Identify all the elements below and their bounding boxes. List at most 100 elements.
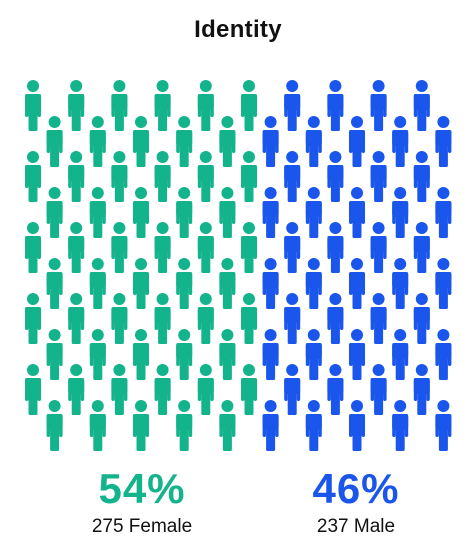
female-percent: 54% xyxy=(98,465,186,512)
person-icon xyxy=(46,116,63,167)
person-icon xyxy=(284,151,301,202)
person-icon xyxy=(392,258,409,309)
person-icon xyxy=(89,329,106,380)
person-icon xyxy=(154,293,171,344)
male-summary: 46% 237 Male xyxy=(256,468,456,538)
person-icon xyxy=(197,293,214,344)
person-icon xyxy=(349,258,365,309)
person-icon xyxy=(89,187,106,238)
person-icon xyxy=(327,293,344,344)
person-icon xyxy=(133,400,149,451)
person-icon xyxy=(133,329,149,380)
person-icon xyxy=(413,151,430,202)
person-icon xyxy=(305,116,322,167)
person-icon xyxy=(305,258,322,309)
person-icon xyxy=(154,222,171,273)
person-icon xyxy=(46,400,63,451)
person-icon xyxy=(111,80,128,131)
person-icon xyxy=(176,329,193,380)
person-icon xyxy=(435,187,452,238)
person-icon xyxy=(349,329,365,380)
person-icon xyxy=(219,187,236,238)
person-icon xyxy=(25,222,41,273)
person-icon xyxy=(370,364,387,415)
person-icon xyxy=(89,400,106,451)
person-icon xyxy=(68,80,85,131)
person-icon xyxy=(435,258,452,309)
person-icon xyxy=(305,187,322,238)
person-icon xyxy=(89,258,106,309)
person-icon xyxy=(241,364,257,415)
chart-title: Identity xyxy=(194,16,282,43)
person-icon xyxy=(176,187,193,238)
person-icon xyxy=(219,116,236,167)
person-icon xyxy=(305,400,322,451)
person-icon xyxy=(413,80,430,131)
person-icon xyxy=(241,151,257,202)
person-icon xyxy=(435,329,452,380)
person-icon xyxy=(111,151,128,202)
person-icon xyxy=(327,222,344,273)
person-icon xyxy=(305,329,322,380)
person-icon xyxy=(262,329,279,380)
person-icon xyxy=(284,364,301,415)
person-icon xyxy=(176,400,193,451)
person-icon xyxy=(241,222,257,273)
person-icon xyxy=(413,293,430,344)
person-icon xyxy=(413,222,430,273)
person-icon xyxy=(370,80,387,131)
person-icon xyxy=(197,80,214,131)
female-summary: 54% 275 Female xyxy=(42,468,242,538)
person-icon xyxy=(46,329,63,380)
person-icon xyxy=(133,187,149,238)
person-icon xyxy=(327,151,344,202)
person-icon xyxy=(262,116,279,167)
person-icon xyxy=(133,116,149,167)
person-icon xyxy=(176,258,193,309)
person-icon xyxy=(25,364,41,415)
person-icon xyxy=(68,151,85,202)
person-icon xyxy=(133,258,149,309)
person-icon xyxy=(435,116,452,167)
female-count-label: 275 Female xyxy=(91,516,193,537)
person-icon xyxy=(349,187,365,238)
person-icon xyxy=(392,400,409,451)
person-icon xyxy=(197,222,214,273)
person-icon xyxy=(392,116,409,167)
person-icon xyxy=(262,187,279,238)
person-icon xyxy=(370,293,387,344)
person-icon xyxy=(111,222,128,273)
person-icon xyxy=(111,293,128,344)
person-icon xyxy=(219,329,236,380)
person-icon xyxy=(435,400,452,451)
person-icon xyxy=(176,116,193,167)
person-icon xyxy=(154,80,171,131)
person-icon xyxy=(68,364,85,415)
male-count-label: 237 Male xyxy=(316,516,396,537)
person-icon xyxy=(349,116,365,167)
person-icon xyxy=(241,293,257,344)
person-icon xyxy=(327,80,344,131)
person-icon xyxy=(392,187,409,238)
person-icon xyxy=(327,364,344,415)
person-icon xyxy=(284,222,301,273)
person-icon xyxy=(392,329,409,380)
person-icon xyxy=(25,80,41,131)
person-icon xyxy=(46,258,63,309)
person-icon xyxy=(197,364,214,415)
person-icon xyxy=(111,364,128,415)
person-icon xyxy=(68,293,85,344)
person-icon xyxy=(262,400,279,451)
person-icon xyxy=(370,151,387,202)
person-icon xyxy=(68,222,85,273)
person-icon xyxy=(219,400,236,451)
person-icon xyxy=(25,293,41,344)
person-icon xyxy=(25,151,41,202)
person-icon xyxy=(89,116,106,167)
person-icon xyxy=(413,364,430,415)
person-icon xyxy=(219,258,236,309)
person-icon xyxy=(370,222,387,273)
person-icon xyxy=(197,151,214,202)
person-icon xyxy=(241,80,257,131)
